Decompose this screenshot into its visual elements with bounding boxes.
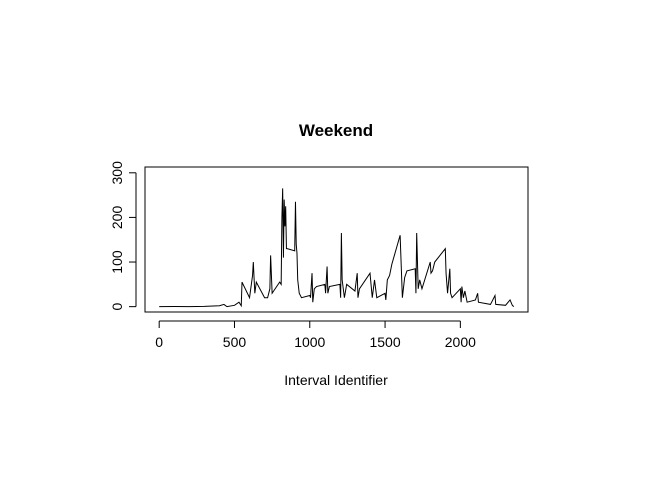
y-tick-label: 200 — [109, 206, 125, 230]
x-tick-label: 1000 — [294, 334, 325, 350]
y-tick-label: 300 — [109, 161, 125, 185]
plot-box — [144, 166, 529, 313]
y-tick-label: 0 — [109, 303, 125, 311]
x-tick-label: 500 — [223, 334, 247, 350]
data-line — [159, 188, 515, 308]
x-axis-label: Interval Identifier — [284, 372, 388, 388]
x-tick-label: 1500 — [369, 334, 400, 350]
chart-title: Weekend — [299, 121, 373, 140]
x-tick-label: 0 — [155, 334, 163, 350]
y-tick-label: 100 — [109, 250, 125, 274]
x-tick-label: 2000 — [445, 334, 476, 350]
